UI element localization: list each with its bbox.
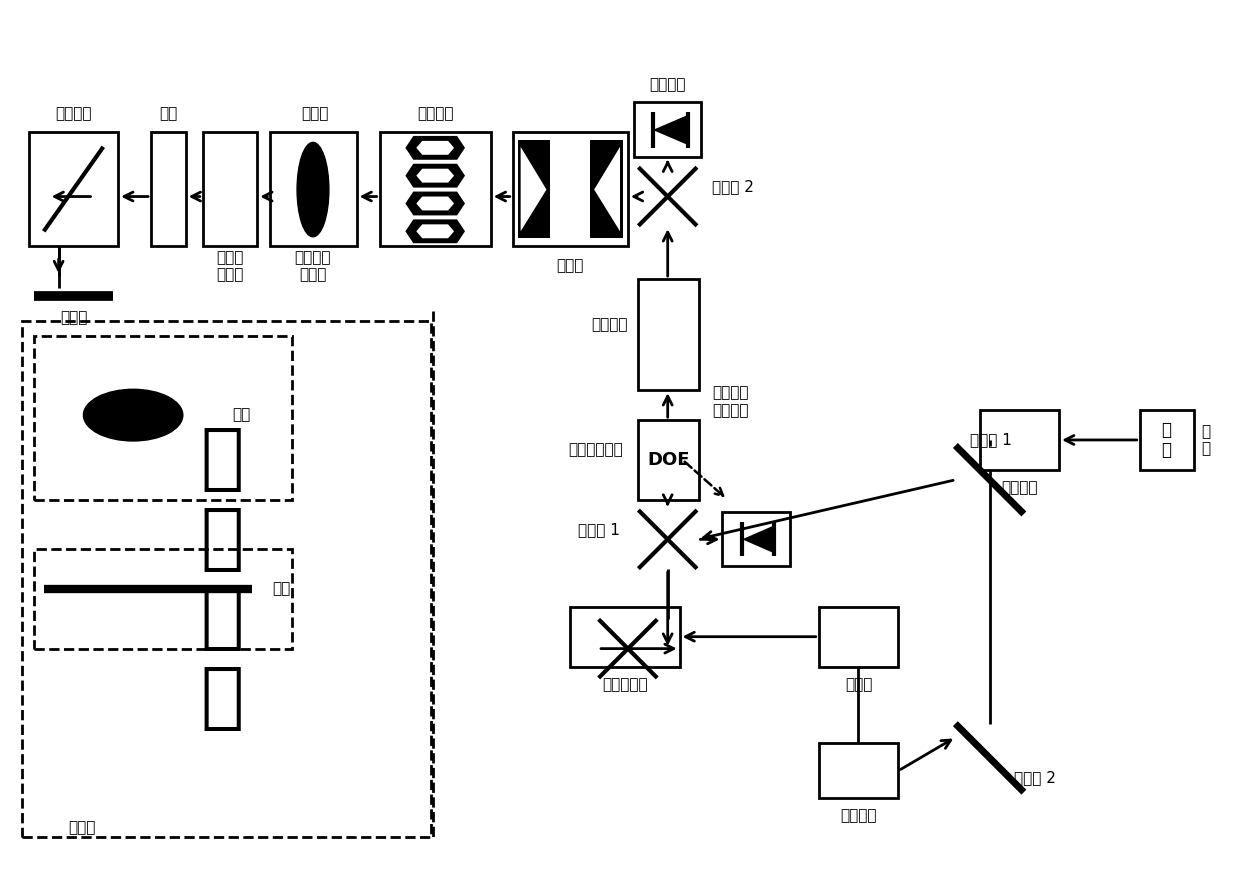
Polygon shape [405, 163, 465, 188]
Ellipse shape [298, 143, 329, 236]
Polygon shape [417, 196, 454, 210]
Text: 光瞳形状
调整器: 光瞳形状 调整器 [295, 250, 331, 282]
Text: 物镜: 物镜 [232, 408, 250, 422]
Polygon shape [517, 140, 551, 238]
Bar [33, 549, 293, 648]
Text: 光束位置
指向探测: 光束位置 指向探测 [713, 385, 749, 418]
Bar [270, 132, 357, 246]
Text: 二级扩束: 二级扩束 [841, 808, 877, 823]
Text: 变焦光组: 变焦光组 [591, 317, 627, 332]
Text: 掩模板: 掩模板 [60, 310, 87, 325]
Bar [512, 132, 627, 246]
Text: DOE: DOE [647, 451, 689, 469]
Bar [22, 321, 432, 838]
Text: 耦合光组: 耦合光组 [56, 107, 92, 122]
Polygon shape [594, 147, 620, 231]
Text: 均匀性
调整器: 均匀性 调整器 [216, 250, 243, 282]
Polygon shape [417, 169, 454, 182]
Text: 激
光: 激 光 [1162, 421, 1172, 460]
Text: 激
光: 激 光 [1202, 424, 1210, 456]
Polygon shape [405, 219, 465, 243]
Bar [1140, 410, 1194, 470]
Polygon shape [652, 115, 687, 145]
Text: 分束器 1: 分束器 1 [578, 522, 620, 537]
Bar [637, 420, 699, 500]
Bar [570, 607, 680, 667]
Text: 能量探测: 能量探测 [650, 76, 686, 92]
Bar [637, 279, 699, 390]
Ellipse shape [83, 389, 182, 441]
Text: 分束器 2: 分束器 2 [713, 179, 754, 194]
Text: 锥形镜: 锥形镜 [557, 259, 584, 274]
Bar [723, 512, 790, 566]
Text: 反射镜 1: 反射镜 1 [970, 433, 1012, 448]
Polygon shape [405, 136, 465, 160]
Polygon shape [743, 526, 774, 554]
Text: 聚光镜: 聚光镜 [301, 107, 329, 122]
Bar [980, 410, 1059, 470]
Text: 反射镜 2: 反射镜 2 [1014, 770, 1056, 786]
Bar [818, 743, 898, 798]
Bar [29, 132, 118, 246]
Polygon shape [521, 147, 547, 231]
Text: 一级扩束: 一级扩束 [1001, 481, 1038, 495]
Text: 硅片: 硅片 [273, 581, 290, 596]
Text: 位移台: 位移台 [68, 820, 95, 835]
Polygon shape [405, 191, 465, 216]
Text: 衰减器: 衰减器 [844, 677, 872, 692]
Polygon shape [417, 141, 454, 155]
Bar [33, 335, 293, 500]
Bar [151, 132, 186, 246]
Polygon shape [590, 140, 622, 238]
Text: 狭缝: 狭缝 [159, 107, 177, 122]
Text: 光瞳变换元件: 光瞳变换元件 [568, 442, 622, 457]
Text: 照
明
系
统: 照 明 系 统 [201, 425, 244, 733]
Bar [379, 132, 491, 246]
Text: 复眼透镜: 复眼透镜 [417, 107, 454, 122]
Bar [634, 103, 702, 156]
Bar [202, 132, 258, 246]
Polygon shape [417, 224, 454, 238]
Bar [818, 607, 898, 667]
Text: 光束稳定系: 光束稳定系 [603, 677, 647, 692]
